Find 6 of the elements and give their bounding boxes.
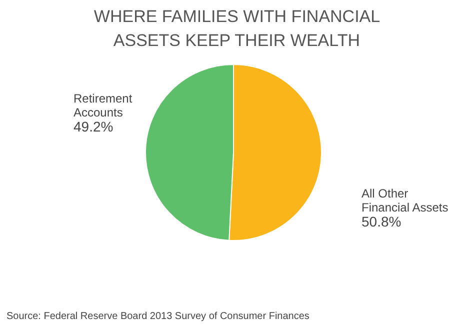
slice-label: All Other Financial Assets	[362, 186, 448, 214]
source-note: Source: Federal Reserve Board 2013 Survey of Consumer Finances	[6, 311, 310, 322]
slice-label: Retirement Accounts	[74, 92, 133, 120]
chart-title: WHERE FAMILIES WITH FINANCIAL ASSETS KEEP THEIR WEALTH	[94, 7, 380, 50]
data-label: 50.8%	[362, 214, 402, 230]
data-label: 49.2%	[74, 118, 114, 134]
